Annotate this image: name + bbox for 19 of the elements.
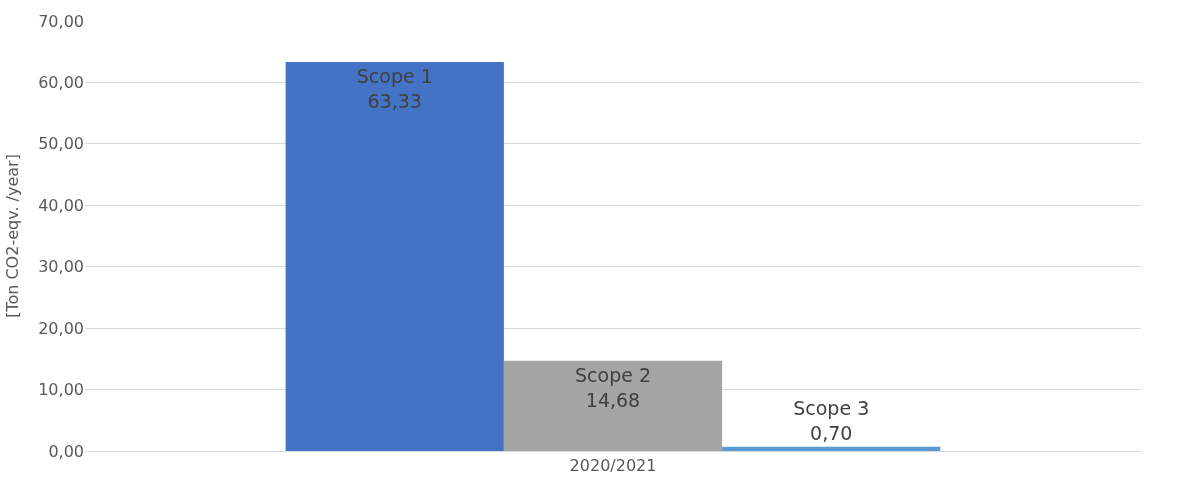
- bar: [285, 61, 504, 451]
- y-tick-label: 10,00: [38, 380, 84, 400]
- y-tick-label: 30,00: [38, 257, 84, 277]
- data-label: 14,68: [585, 388, 641, 411]
- data-label: 63,33: [367, 89, 422, 112]
- y-tick-label: 0,00: [48, 441, 84, 461]
- y-tick-label: 50,00: [38, 134, 84, 154]
- bar: [503, 360, 723, 451]
- series-label: Scope 2: [574, 363, 652, 386]
- x-tick-label: 2020/2021: [569, 456, 657, 476]
- data-label: 0,70: [810, 421, 853, 444]
- bar: [722, 446, 941, 451]
- y-axis-title: [Ton CO2-eqv. /year]: [3, 154, 23, 318]
- y-tick-label: 20,00: [38, 318, 84, 338]
- series-label: Scope 1: [356, 64, 433, 87]
- y-tick-label: 60,00: [38, 73, 84, 93]
- y-tick-label: 40,00: [38, 195, 84, 215]
- series-label: Scope 3: [793, 397, 870, 419]
- y-tick-label: 70,00: [38, 11, 84, 31]
